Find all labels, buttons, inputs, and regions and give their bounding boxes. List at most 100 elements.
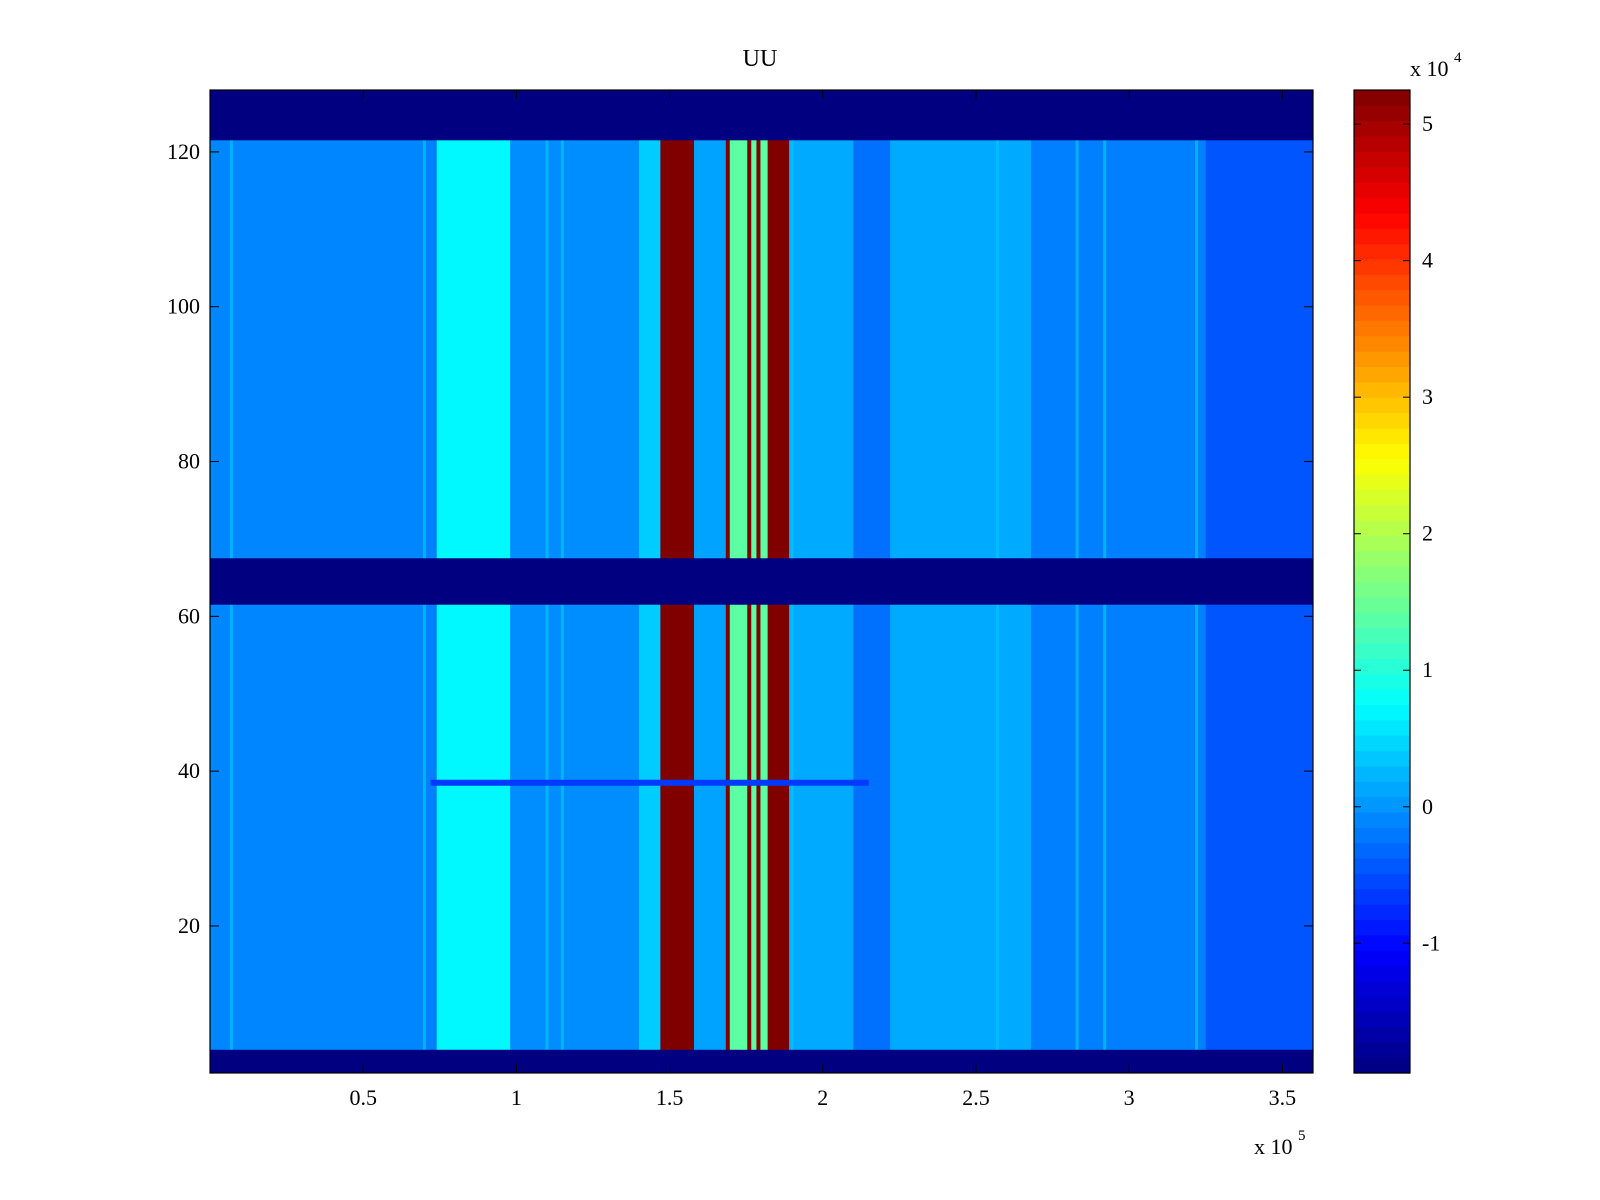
x-exponent-base: x 10 xyxy=(1254,1134,1293,1159)
colorbar-step xyxy=(1354,980,1410,997)
colorbar-step xyxy=(1354,888,1410,905)
colorbar-step xyxy=(1354,750,1410,767)
colorbar-step xyxy=(1354,642,1410,659)
colorbar-step xyxy=(1354,258,1410,275)
colorbar-tick-label: 4 xyxy=(1422,248,1433,273)
colorbar-step xyxy=(1354,919,1410,936)
colorbar-step xyxy=(1354,735,1410,752)
colorbar-tick-label: 3 xyxy=(1422,384,1433,409)
plot-frame xyxy=(209,89,1314,1074)
colorbar-step xyxy=(1354,627,1410,644)
x-tick-label: 2 xyxy=(817,1085,828,1110)
colorbar-step xyxy=(1354,612,1410,629)
colorbar-step xyxy=(1354,673,1410,690)
x-axis-ticks: 0.5 1 1.5 2 2.5 3 3.5 xyxy=(349,90,1296,1110)
colorbar-step xyxy=(1354,351,1410,368)
heatmap-cells xyxy=(210,90,1313,1073)
colorbar-step xyxy=(1354,489,1410,506)
colorbar-step xyxy=(1354,996,1410,1013)
colorbar-step xyxy=(1354,504,1410,521)
heatmap-low-row xyxy=(210,558,1313,605)
colorbar-tick-label: 5 xyxy=(1422,111,1433,136)
colorbar-step xyxy=(1354,781,1410,798)
y-tick-label: 100 xyxy=(167,294,200,319)
colorbar-step xyxy=(1354,182,1410,199)
colorbar-step xyxy=(1354,535,1410,552)
colorbar-ticks: -1 0 1 2 3 4 5 xyxy=(1354,111,1440,955)
colorbar-step xyxy=(1354,320,1410,337)
colorbar: -1 0 1 2 3 4 5 x 10 4 xyxy=(1353,50,1462,1074)
colorbar-step xyxy=(1354,305,1410,321)
colorbar-step xyxy=(1354,136,1410,153)
heatmap-low-row xyxy=(210,1049,1313,1073)
colorbar-step xyxy=(1354,965,1410,982)
colorbar-step xyxy=(1354,842,1410,859)
colorbar-tick-label: 1 xyxy=(1422,657,1433,682)
colorbar-step xyxy=(1354,873,1410,890)
colorbar-step xyxy=(1354,458,1410,475)
colorbar-step xyxy=(1354,381,1410,398)
x-axis-exponent: x 10 5 xyxy=(1254,1128,1306,1159)
x-exponent-power: 5 xyxy=(1298,1128,1306,1144)
colorbar-step xyxy=(1354,904,1410,921)
colorbar-exponent-base: x 10 xyxy=(1410,56,1449,81)
colorbar-gradient xyxy=(1354,90,1410,1074)
colorbar-step xyxy=(1354,105,1410,122)
colorbar-step xyxy=(1354,719,1410,736)
colorbar-step xyxy=(1354,412,1410,429)
colorbar-tick-label: -1 xyxy=(1422,930,1440,955)
x-tick-label: 2.5 xyxy=(962,1085,990,1110)
heatmap-low-row xyxy=(210,90,1313,141)
colorbar-step xyxy=(1354,443,1410,460)
y-tick-label: 40 xyxy=(178,758,200,783)
colorbar-step xyxy=(1354,212,1410,229)
colorbar-step xyxy=(1354,596,1410,613)
colorbar-step xyxy=(1354,765,1410,782)
colorbar-step xyxy=(1354,228,1410,245)
colorbar-step xyxy=(1354,473,1410,490)
colorbar-step xyxy=(1354,581,1410,598)
colorbar-step xyxy=(1354,796,1410,813)
heatmap-cross-line xyxy=(430,779,869,786)
x-tick-label: 1 xyxy=(511,1085,522,1110)
colorbar-step xyxy=(1354,335,1410,352)
colorbar-step xyxy=(1354,1011,1410,1028)
y-axis-ticks: 20 40 60 80 100 120 xyxy=(167,139,1313,938)
colorbar-step xyxy=(1354,934,1410,951)
y-tick-label: 80 xyxy=(178,449,200,474)
colorbar-step xyxy=(1354,704,1410,721)
colorbar-step xyxy=(1354,566,1410,583)
colorbar-step xyxy=(1354,1026,1410,1043)
x-tick-label: 3.5 xyxy=(1269,1085,1297,1110)
colorbar-exponent-power: 4 xyxy=(1454,50,1462,66)
colorbar-tick-label: 0 xyxy=(1422,794,1433,819)
colorbar-step xyxy=(1354,366,1410,383)
colorbar-tick-label: 2 xyxy=(1422,521,1433,546)
colorbar-step xyxy=(1354,120,1410,137)
colorbar-step xyxy=(1354,90,1410,106)
y-tick-label: 120 xyxy=(167,139,200,164)
colorbar-step xyxy=(1354,689,1410,705)
colorbar-step xyxy=(1354,658,1410,675)
colorbar-step xyxy=(1354,550,1410,567)
y-tick-label: 60 xyxy=(178,603,200,628)
chart-title: UU xyxy=(743,46,778,72)
colorbar-step xyxy=(1354,857,1410,874)
x-tick-label: 1.5 xyxy=(656,1085,684,1110)
colorbar-step xyxy=(1354,166,1410,183)
colorbar-step xyxy=(1354,1042,1410,1059)
colorbar-step xyxy=(1354,950,1410,967)
colorbar-frame xyxy=(1353,89,1411,1074)
colorbar-step xyxy=(1354,811,1410,828)
x-tick-label: 3 xyxy=(1124,1085,1135,1110)
colorbar-step xyxy=(1354,274,1410,291)
colorbar-step xyxy=(1354,427,1410,444)
colorbar-step xyxy=(1354,197,1410,214)
colorbar-step xyxy=(1354,151,1410,168)
colorbar-step xyxy=(1354,243,1410,260)
colorbar-step xyxy=(1354,289,1410,306)
heatmap-area: 0.5 1 1.5 2 2.5 3 3.5 20 40 60 80 100 120 xyxy=(167,89,1314,1110)
y-tick-label: 20 xyxy=(178,913,200,938)
colorbar-step xyxy=(1354,397,1410,414)
